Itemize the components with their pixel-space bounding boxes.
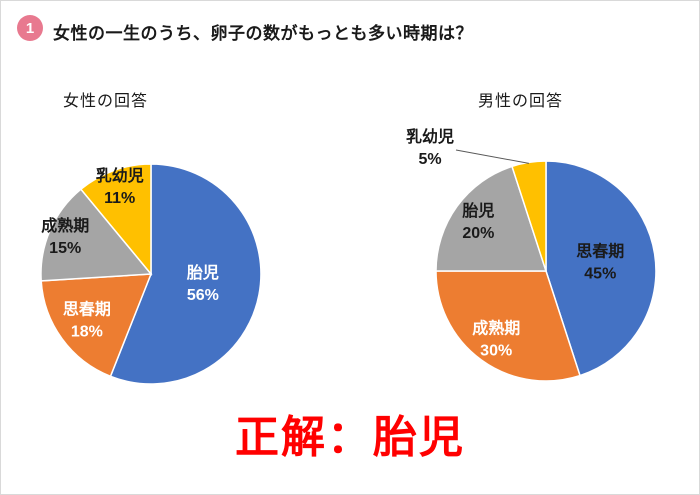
pie-slice-乳幼児: [79, 163, 152, 277]
pie-slice-思春期: [545, 160, 657, 377]
chart-title-female: 女性の回答: [63, 93, 149, 110]
pie-slice-胎児: [435, 165, 548, 272]
question-number-badge: 1: [17, 15, 43, 41]
pie-label-思春期: 思春期 18%: [63, 300, 111, 341]
answer-text: 正解：胎児: [235, 413, 465, 462]
pie-slice-成熟期: [40, 188, 153, 282]
pie-label-成熟期: 成熟期 15%: [41, 216, 89, 257]
pie-label-思春期: 思春期 45%: [576, 241, 624, 282]
question-text: 女性の一生のうち、卵子の数がもっとも多い時期は？: [53, 24, 473, 43]
leader-line: [455, 149, 530, 164]
pie-label-胎児: 胎児 20%: [462, 201, 494, 242]
pie-chart-female: 胎児 56% 思春期 18% 成熟期 15%乳幼児 11%: [40, 163, 262, 385]
chart-title-male: 男性の回答: [478, 93, 564, 110]
pie-label-成熟期: 成熟期 30%: [472, 319, 520, 360]
pie-slice-成熟期: [435, 270, 581, 382]
pie-label-乳幼児: 乳幼児 11%: [96, 166, 144, 207]
pie-chart-male: 思春期 45% 成熟期 30% 胎児 20% 乳幼児 5%: [406, 127, 657, 382]
pie-label-胎児: 胎児 56%: [187, 263, 219, 304]
pie-slice-乳幼児: [511, 160, 547, 272]
pie-label-乳幼児: 乳幼児 5%: [406, 127, 454, 168]
pie-slice-胎児: [109, 163, 262, 385]
pie-slice-思春期: [40, 273, 153, 378]
